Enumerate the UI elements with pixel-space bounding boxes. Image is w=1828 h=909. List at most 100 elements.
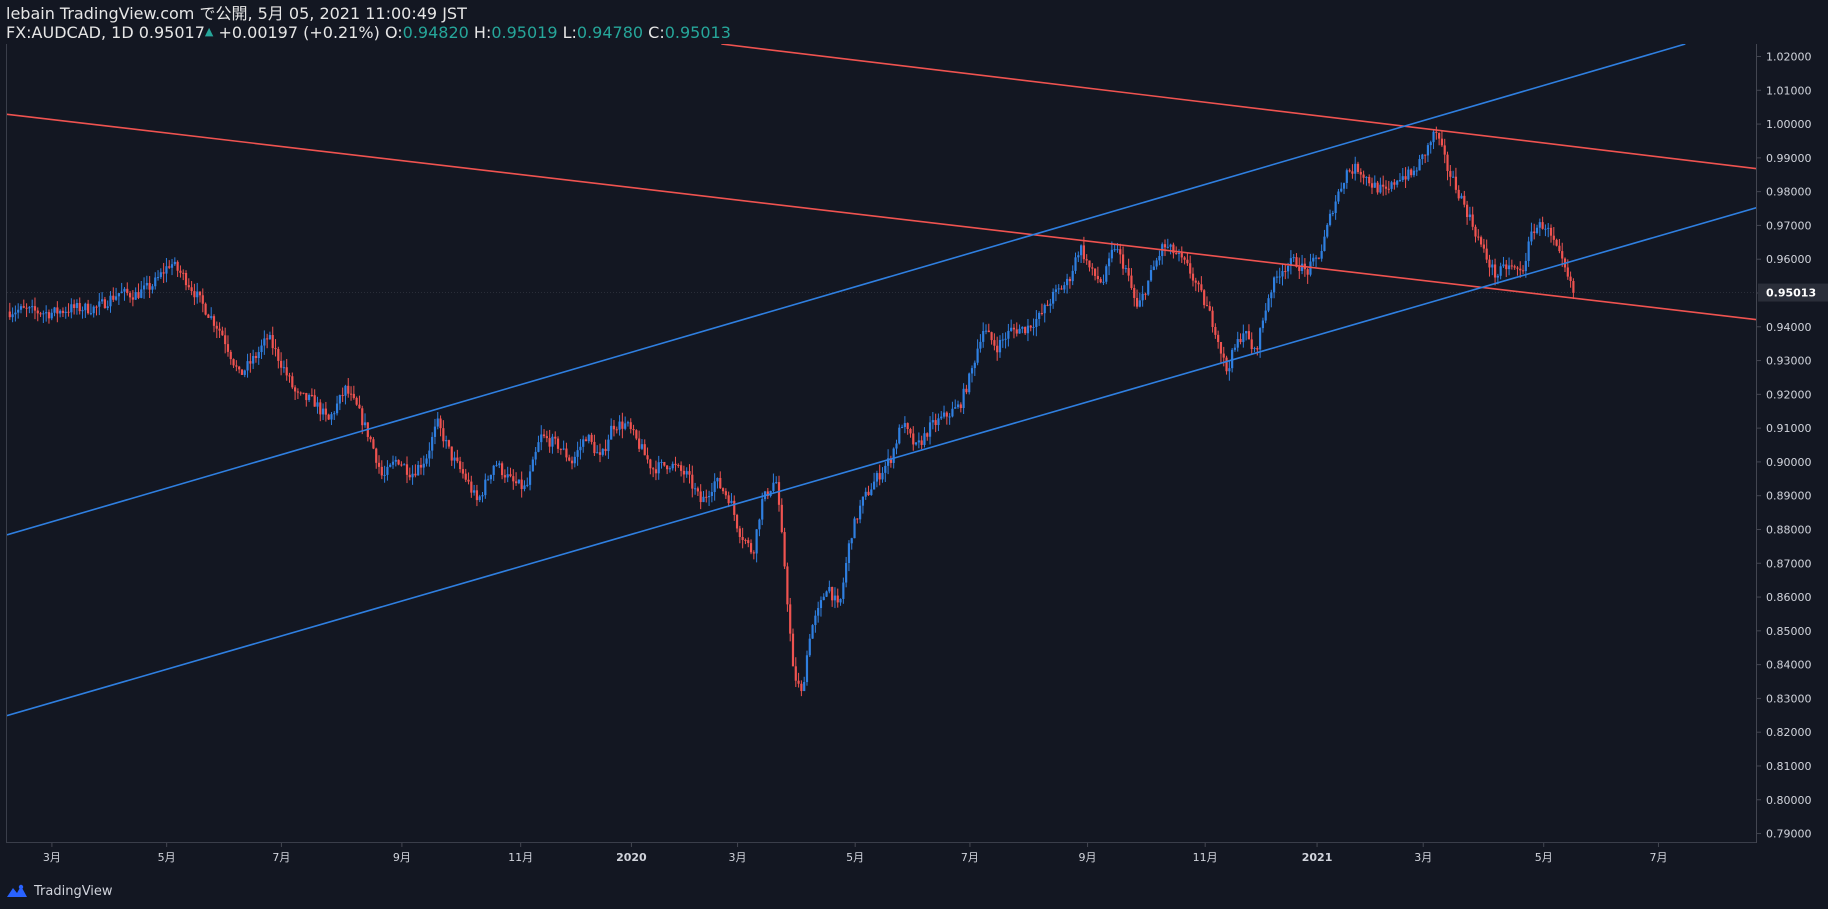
candle — [1175, 246, 1178, 255]
candle-body — [878, 473, 881, 480]
candle-body — [1317, 257, 1320, 259]
candle — [1558, 238, 1561, 254]
candle — [1208, 301, 1211, 312]
brand-label: TradingView — [34, 883, 113, 899]
candle — [598, 443, 602, 463]
candle-body — [867, 491, 870, 496]
candle — [797, 672, 800, 688]
candle-body — [425, 458, 428, 464]
candle-body — [495, 465, 498, 467]
candle-body — [791, 633, 795, 667]
candle — [1259, 327, 1262, 358]
candle — [1379, 177, 1382, 194]
candle — [1331, 210, 1334, 217]
candle-body — [990, 332, 993, 341]
candle-body — [568, 457, 571, 461]
candle-body — [436, 418, 439, 427]
candle-body — [224, 335, 227, 345]
candle — [464, 468, 467, 483]
candle — [565, 442, 568, 462]
candle-body — [442, 428, 445, 442]
candle — [232, 358, 235, 368]
candle-body — [996, 345, 999, 353]
candle — [193, 283, 196, 306]
last-price-badge-label: 0.95013 — [1766, 287, 1816, 300]
candle-body — [137, 292, 140, 298]
candle-body — [313, 395, 316, 407]
candle-body — [302, 392, 305, 394]
candle — [710, 482, 713, 503]
candle — [1354, 156, 1357, 181]
candle — [98, 292, 101, 316]
candle — [17, 303, 20, 319]
candle — [473, 484, 476, 496]
candle-body — [629, 422, 632, 430]
x-tick-label: 2020 — [616, 851, 647, 864]
plot-area[interactable] — [6, 43, 1758, 843]
candle-body — [380, 466, 383, 476]
candle-body — [433, 426, 437, 437]
candle — [1466, 200, 1469, 225]
candle — [128, 291, 132, 303]
candle-body — [1356, 163, 1360, 172]
candle — [1340, 182, 1343, 193]
candle-body — [892, 448, 895, 463]
candle-body — [842, 582, 845, 599]
trendline-red-1 — [721, 43, 1758, 170]
candle — [433, 418, 437, 445]
candle-body — [84, 303, 87, 311]
candle — [305, 392, 308, 407]
time-axis[interactable]: 3月 5月 7月 9月 11月 2020 3月 5月 7月 9月 11月 2021 3月 5月 7月 — [6, 843, 1756, 871]
candle-body — [652, 468, 655, 470]
candle — [238, 365, 241, 374]
candle-body — [747, 540, 750, 544]
candle — [1493, 258, 1497, 286]
candle — [117, 293, 120, 305]
candle — [724, 488, 727, 500]
candle-body — [159, 272, 162, 278]
candle-body — [1026, 325, 1030, 334]
candle-body — [101, 299, 104, 302]
candle-body — [1535, 227, 1539, 233]
price-chart[interactable] — [6, 43, 1758, 843]
candle — [526, 477, 529, 488]
candle-body — [733, 500, 736, 515]
candle-body — [833, 595, 837, 601]
candle — [1169, 243, 1172, 255]
candle — [333, 411, 336, 421]
candle-body — [201, 295, 204, 304]
candle — [1012, 323, 1016, 339]
candle-body — [724, 491, 727, 496]
candle-body — [1466, 204, 1469, 218]
candle — [1460, 193, 1463, 199]
candle — [1130, 268, 1133, 290]
candle — [349, 386, 353, 401]
candle — [825, 590, 828, 598]
candle — [660, 459, 663, 469]
candle — [940, 411, 943, 421]
candle — [1001, 333, 1004, 348]
candle — [875, 470, 879, 488]
candle — [836, 588, 839, 608]
candle — [968, 372, 971, 395]
candle — [1519, 261, 1522, 278]
candle — [400, 461, 403, 467]
candle — [1479, 235, 1483, 248]
candle — [380, 460, 383, 480]
candle-body — [285, 367, 288, 376]
price-axis[interactable]: 1.02000 1.01000 1.00000 0.99000 0.98000 0.970… — [1756, 44, 1828, 843]
candle — [1474, 224, 1477, 243]
footer-brand[interactable]: TradingView — [6, 880, 113, 902]
candle-body — [850, 538, 853, 544]
candle-body — [987, 330, 990, 333]
candle-body — [691, 474, 694, 489]
candle-body — [811, 625, 814, 639]
candle — [134, 287, 137, 300]
candle-body — [968, 373, 971, 393]
candle-body — [417, 464, 420, 476]
candle-body — [559, 448, 562, 450]
candle-body — [1228, 368, 1231, 372]
candle-body — [207, 314, 210, 318]
candle-body — [280, 360, 283, 368]
candle-body — [805, 655, 809, 683]
